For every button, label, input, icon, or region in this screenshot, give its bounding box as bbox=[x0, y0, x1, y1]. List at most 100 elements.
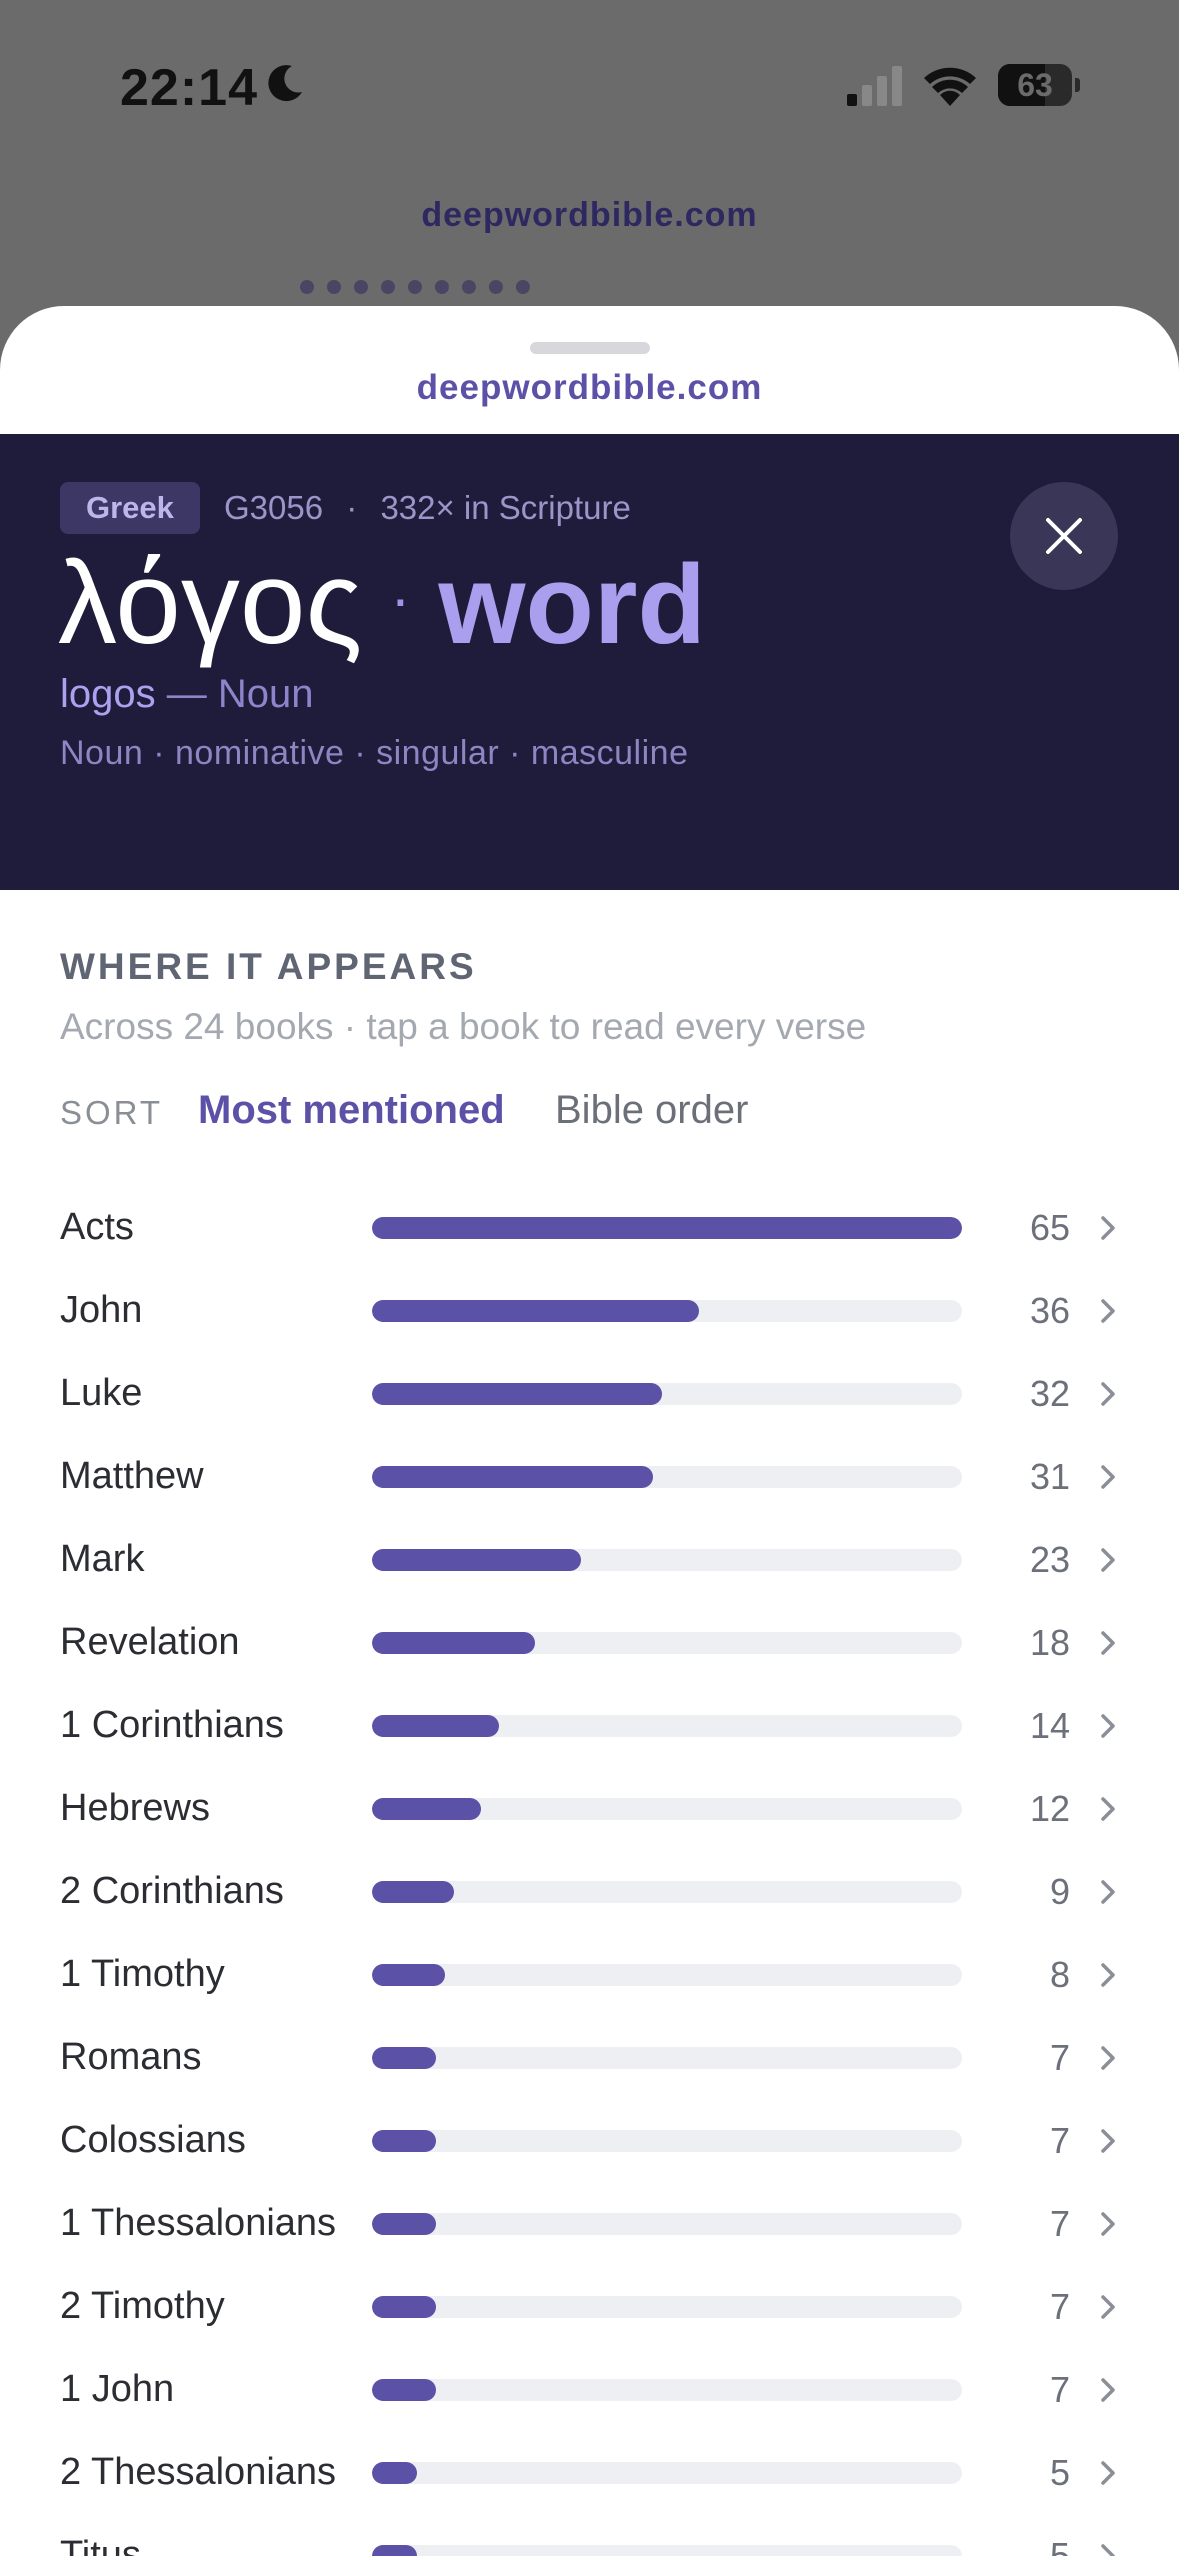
word-detail-sheet: deepwordbible.com Greek G3056 · 332× in … bbox=[0, 306, 1179, 2556]
book-name: 1 Corinthians bbox=[60, 1704, 284, 1746]
book-row[interactable]: Revelation 18 bbox=[0, 1601, 1179, 1684]
battery-level: 63 bbox=[1017, 67, 1053, 103]
chevron-right-icon bbox=[1101, 2295, 1115, 2319]
book-bar-track bbox=[372, 2047, 962, 2069]
book-row[interactable]: 2 Corinthians 9 bbox=[0, 1850, 1179, 1933]
chevron-right-icon bbox=[1101, 1465, 1115, 1489]
chevron-right-icon bbox=[1101, 1631, 1115, 1655]
chevron-right-icon bbox=[1101, 1299, 1115, 1323]
cellular-signal-icon bbox=[847, 66, 902, 106]
book-bar bbox=[372, 1466, 654, 1488]
book-name: 2 Timothy bbox=[60, 2285, 225, 2327]
sort-label: SORT bbox=[60, 1094, 164, 1131]
book-name: 1 John bbox=[60, 2368, 175, 2410]
book-row[interactable]: Hebrews 12 bbox=[0, 1767, 1179, 1850]
chevron-right-icon bbox=[1101, 2461, 1115, 2485]
chevron-right-icon bbox=[1101, 2212, 1115, 2236]
word-meta: G3056 · 332× in Scripture bbox=[224, 489, 631, 526]
book-bar-track bbox=[372, 1798, 962, 1820]
sheet-domain: deepwordbible.com bbox=[416, 368, 763, 407]
book-name: Revelation bbox=[60, 1621, 240, 1663]
book-bar bbox=[372, 1300, 699, 1322]
book-row[interactable]: 1 John 7 bbox=[0, 2348, 1179, 2431]
language-badge: Greek bbox=[60, 482, 200, 534]
book-count: 65 bbox=[1029, 1207, 1070, 1248]
book-bar-track bbox=[372, 2130, 962, 2152]
book-row[interactable]: 1 Thessalonians 7 bbox=[0, 2182, 1179, 2265]
book-count: 8 bbox=[1049, 1954, 1070, 1995]
book-count: 5 bbox=[1049, 2535, 1070, 2556]
close-icon bbox=[1046, 518, 1082, 554]
english-gloss: word bbox=[438, 542, 706, 667]
book-bar-track bbox=[372, 1383, 962, 1405]
book-name: John bbox=[60, 1289, 143, 1331]
sort-most-mentioned[interactable]: Most mentioned bbox=[198, 1088, 505, 1132]
greek-word: λόγος bbox=[58, 537, 363, 669]
section-subtitle: Across 24 books · tap a book to read eve… bbox=[60, 1006, 867, 1047]
book-row[interactable]: 1 Timothy 8 bbox=[0, 1933, 1179, 2016]
chevron-right-icon bbox=[1101, 2378, 1115, 2402]
book-count: 31 bbox=[1029, 1456, 1070, 1497]
book-name: Colossians bbox=[60, 2119, 246, 2161]
book-row[interactable]: John 36 bbox=[0, 1269, 1179, 1352]
book-name: Romans bbox=[60, 2036, 202, 2078]
book-name: Titus bbox=[60, 2534, 141, 2556]
book-bar-track bbox=[372, 1881, 962, 1903]
chevron-right-icon bbox=[1101, 1382, 1115, 1406]
book-count: 32 bbox=[1029, 1373, 1070, 1414]
chevron-right-icon bbox=[1101, 1548, 1115, 1572]
book-row[interactable]: Titus 5 bbox=[0, 2514, 1179, 2556]
book-bar-track bbox=[372, 1466, 962, 1488]
book-bar bbox=[372, 2047, 436, 2069]
book-row[interactable]: 1 Corinthians 14 bbox=[0, 1684, 1179, 1767]
chevron-right-icon bbox=[1101, 1880, 1115, 1904]
book-row[interactable]: Romans 7 bbox=[0, 2016, 1179, 2099]
book-bar-track bbox=[372, 1549, 962, 1571]
transliteration-line: logos — Noun bbox=[60, 672, 314, 716]
background-page-domain: deepwordbible.com bbox=[421, 196, 758, 234]
book-name: Acts bbox=[60, 1206, 134, 1248]
book-bar bbox=[372, 2545, 418, 2556]
book-name: 2 Corinthians bbox=[60, 1870, 284, 1912]
book-count: 36 bbox=[1029, 1290, 1070, 1331]
book-count: 7 bbox=[1049, 2037, 1070, 2078]
moon-icon bbox=[268, 65, 302, 102]
book-name: Mark bbox=[60, 1538, 145, 1580]
book-row[interactable]: 2 Timothy 7 bbox=[0, 2265, 1179, 2348]
status-time: 22:14 bbox=[120, 59, 258, 117]
wifi-icon bbox=[924, 67, 976, 106]
book-row[interactable]: Matthew 31 bbox=[0, 1435, 1179, 1518]
book-bar-track bbox=[372, 1217, 962, 1239]
book-count: 7 bbox=[1049, 2369, 1070, 2410]
book-row[interactable]: Colossians 7 bbox=[0, 2099, 1179, 2182]
parsing: Noun · nominative · singular · masculine bbox=[60, 734, 689, 772]
book-bar bbox=[372, 1798, 481, 1820]
book-bar bbox=[372, 2130, 436, 2152]
sort-bible-order[interactable]: Bible order bbox=[555, 1088, 749, 1132]
sheet-grabber[interactable] bbox=[530, 342, 650, 354]
book-bar-track bbox=[372, 1632, 962, 1654]
book-row[interactable]: Mark 23 bbox=[0, 1518, 1179, 1601]
book-count: 18 bbox=[1029, 1622, 1070, 1663]
book-count: 9 bbox=[1049, 1871, 1070, 1912]
book-count: 7 bbox=[1049, 2203, 1070, 2244]
book-count: 5 bbox=[1049, 2452, 1070, 2493]
book-bar bbox=[372, 2296, 436, 2318]
status-bar: 22:14 63 bbox=[0, 0, 1179, 170]
book-bar bbox=[372, 2379, 436, 2401]
section-title: WHERE IT APPEARS bbox=[60, 946, 477, 987]
book-bar-track bbox=[372, 1964, 962, 1986]
headword: λόγος · word bbox=[58, 534, 706, 668]
book-row[interactable]: Acts 65 bbox=[0, 1186, 1179, 1269]
book-count: 23 bbox=[1029, 1539, 1070, 1580]
book-row[interactable]: 2 Thessalonians 5 bbox=[0, 2431, 1179, 2514]
book-bar-track bbox=[372, 2545, 962, 2556]
chevron-right-icon bbox=[1101, 1963, 1115, 1987]
book-name: 1 Thessalonians bbox=[60, 2202, 337, 2244]
chevron-right-icon bbox=[1101, 2129, 1115, 2153]
book-bar bbox=[372, 2213, 436, 2235]
close-button[interactable] bbox=[1010, 482, 1118, 590]
book-row[interactable]: Luke 32 bbox=[0, 1352, 1179, 1435]
chevron-right-icon bbox=[1101, 1797, 1115, 1821]
chevron-right-icon bbox=[1101, 1714, 1115, 1738]
